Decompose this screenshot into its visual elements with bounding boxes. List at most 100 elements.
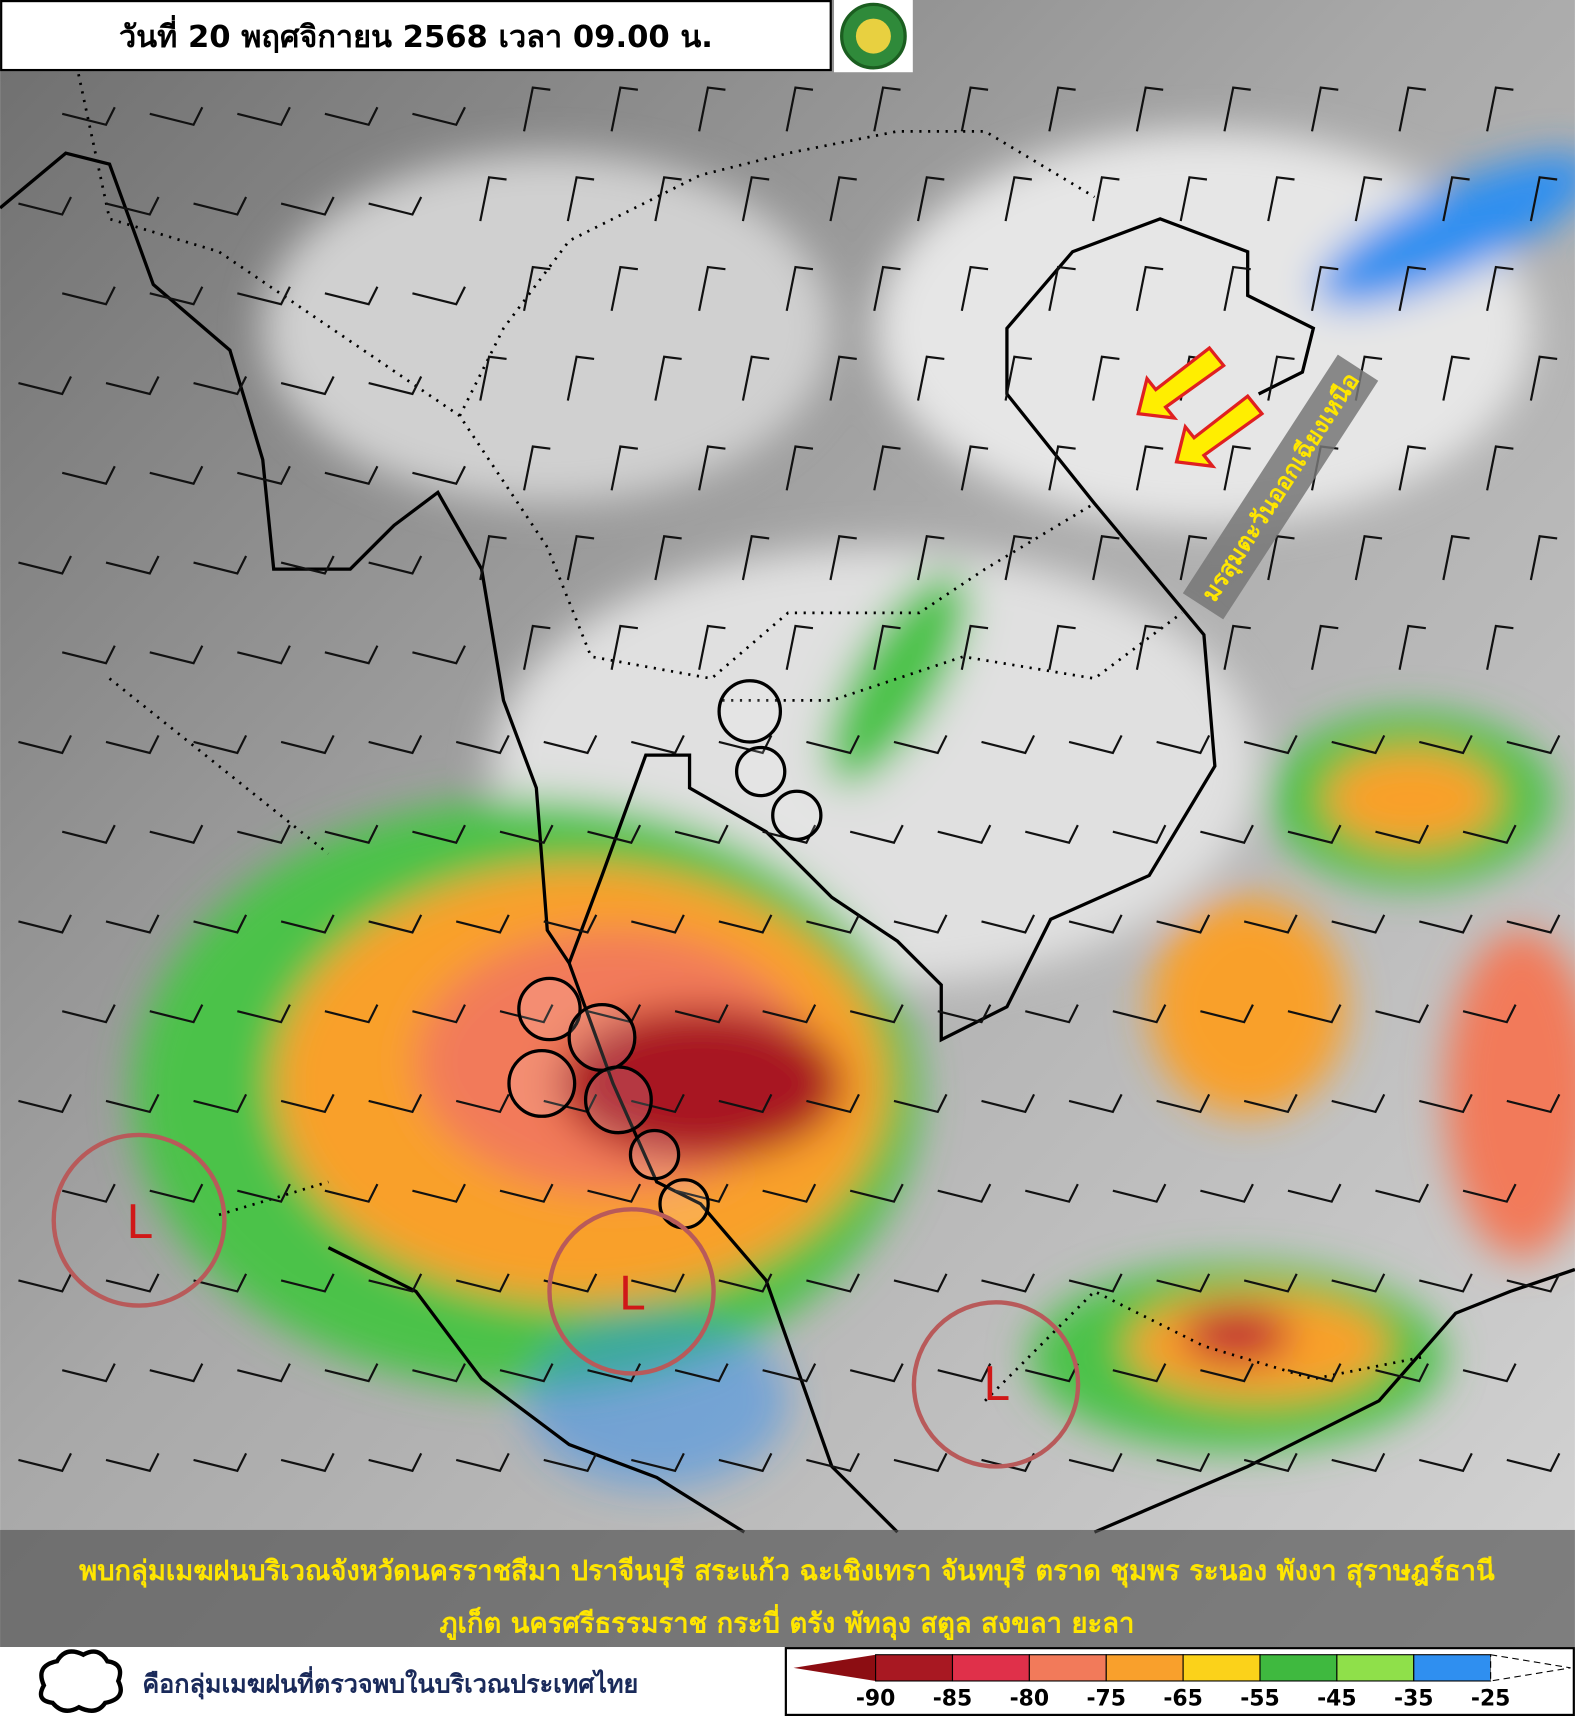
wind-barb (1529, 355, 1558, 401)
wind-barb (455, 914, 510, 934)
scale-segment (951, 1654, 1030, 1682)
wind-barb (654, 355, 682, 401)
wind-barb (193, 1093, 248, 1114)
wind-barb (785, 624, 814, 670)
wind-barb (762, 1004, 817, 1024)
wind-barb (937, 1004, 992, 1024)
wind-barb (1375, 1183, 1430, 1203)
wind-barb (741, 535, 770, 581)
wind-barb (522, 624, 551, 670)
wind-barb (1331, 1273, 1386, 1293)
wind-barb (455, 1452, 510, 1473)
wind-barb (280, 1273, 335, 1293)
wind-barb (368, 1452, 423, 1473)
wind-barb (1331, 1093, 1386, 1114)
wind-barb (1243, 914, 1298, 934)
wind-barb (105, 555, 160, 575)
wind-barb (674, 1004, 729, 1024)
scale-tick-label: -80 (1010, 1687, 1050, 1712)
wind-barb (610, 624, 639, 670)
cloud-legend-text: คือกลุ่มเมฆฝนที่ตรวจพบในบริเวณประเทศไทย (142, 1665, 638, 1700)
wind-barb (1419, 734, 1473, 755)
wind-barb (893, 1452, 948, 1473)
wind-barb (1419, 914, 1473, 934)
detected-rain-clouds (507, 679, 823, 1230)
wind-barb (916, 176, 945, 222)
wind-barb (324, 1363, 379, 1383)
wind-barb (149, 106, 204, 127)
wind-barb (61, 286, 116, 306)
wind-barb (1529, 535, 1558, 581)
wind-barb (1310, 265, 1339, 312)
wind-barb (149, 1363, 204, 1383)
wind-barb (61, 465, 116, 485)
wind-barb (1267, 176, 1295, 222)
wind-barb (762, 824, 817, 844)
wind-barb (543, 914, 598, 934)
wind-barb (1112, 1363, 1167, 1383)
wind-barb (1462, 824, 1517, 844)
wind-barb (193, 914, 248, 934)
wind-barb (193, 555, 248, 575)
wind-barb (1375, 1004, 1430, 1024)
wind-barb (937, 1183, 992, 1203)
wind-barb (479, 355, 507, 401)
wind-barb (61, 645, 116, 665)
wind-barb (1287, 1004, 1342, 1024)
wind-barb (193, 734, 248, 755)
wind-barb (1331, 1452, 1386, 1473)
wind-barb (785, 86, 814, 132)
wind-barb (1506, 1452, 1561, 1473)
wind-barb (1179, 535, 1208, 581)
wind-barb (718, 1093, 773, 1114)
wind-barb (1442, 535, 1470, 581)
wind-barb (479, 176, 507, 222)
wind-barb (1310, 86, 1339, 132)
wind-barb (1243, 734, 1298, 755)
wind-barb (193, 196, 248, 216)
scale-tick-label: -35 (1394, 1687, 1434, 1712)
cloud-field (131, 131, 1575, 1489)
wind-barb (543, 1452, 598, 1473)
wind-barb (1462, 1183, 1517, 1203)
wind-barb (324, 465, 379, 485)
wind-barb (237, 645, 291, 665)
wind-barb (1135, 445, 1164, 491)
wind-barb (1398, 445, 1426, 491)
wind-barb (1004, 176, 1032, 222)
wind-barb (587, 1363, 642, 1383)
wind-barb (61, 106, 116, 127)
color-scale: -90 -85 -80 -75 -65 -55 -45 -35 -25 (793, 1654, 1571, 1712)
wind-barb (1287, 824, 1342, 844)
wind-barb (718, 1452, 773, 1473)
wind-barb (1462, 1363, 1517, 1383)
scale-segment (875, 1654, 954, 1682)
wind-barb (105, 914, 160, 934)
wind-barb (149, 465, 204, 485)
wind-barb (368, 375, 423, 396)
wind-barb (698, 445, 726, 491)
wind-barb (1068, 1273, 1123, 1293)
cloud-icon (38, 1649, 123, 1713)
caption-line: ภูเก็ต นครศรีธรรมราช กระบี่ ตรัง พัทลุง … (440, 1604, 1135, 1641)
wind-barb (1419, 1452, 1473, 1473)
scale-segment (1028, 1654, 1107, 1682)
wind-barb (873, 86, 901, 132)
wind-barb (1112, 824, 1167, 844)
wind-barb (829, 176, 857, 222)
wind-barb (412, 1183, 466, 1203)
wind-barb (1068, 914, 1123, 934)
wind-barb (1135, 265, 1164, 312)
wind-barb (916, 535, 945, 581)
wind-barb (280, 1093, 335, 1114)
wind-barb (105, 1273, 160, 1293)
caption-band (0, 1529, 1575, 1648)
wind-barb (785, 265, 814, 312)
wind-barb (849, 1363, 904, 1383)
wind-barb (741, 176, 770, 222)
wind-barb (610, 445, 639, 491)
wind-barb (718, 914, 773, 934)
wind-barb (1092, 176, 1120, 222)
scale-tick-label: -75 (1086, 1687, 1126, 1712)
wind-barb (1506, 1273, 1561, 1293)
